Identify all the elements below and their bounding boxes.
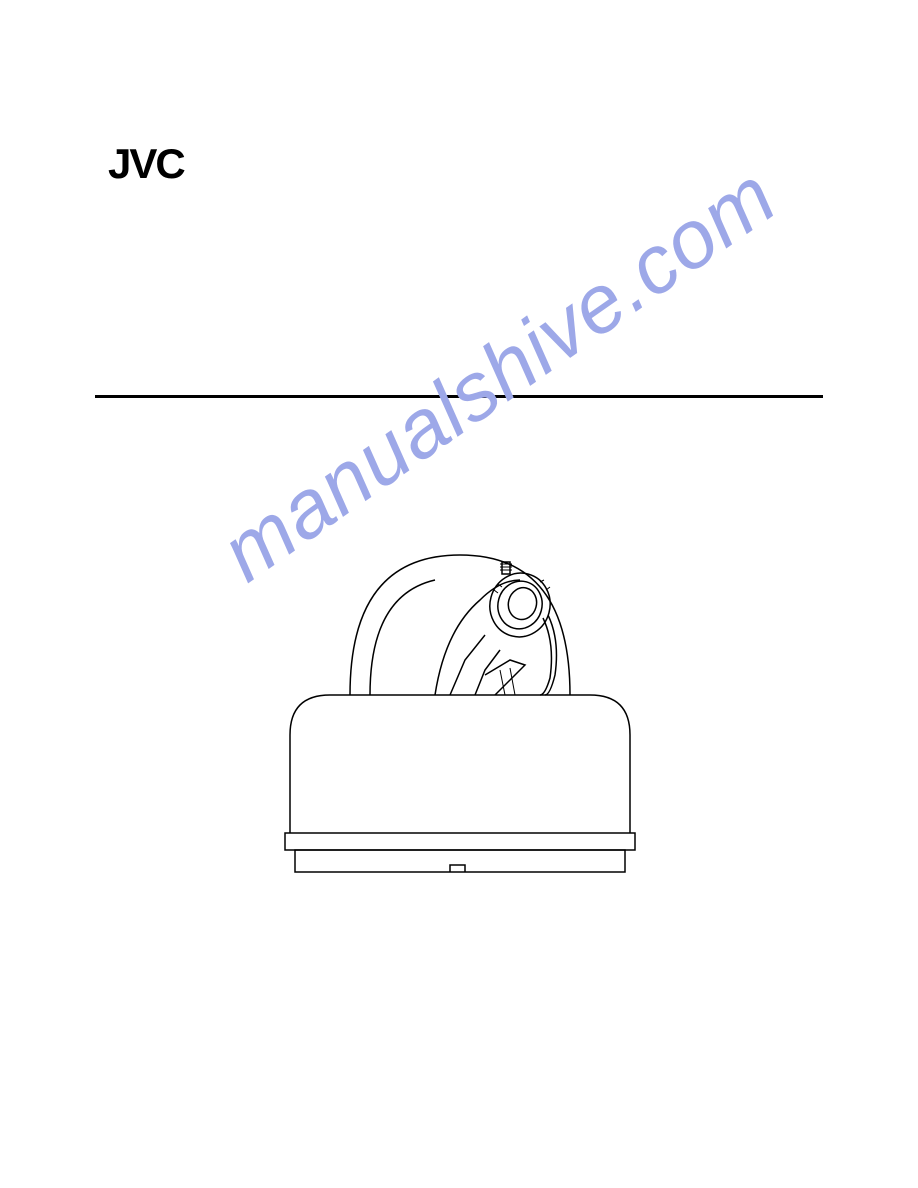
horizontal-divider bbox=[95, 395, 823, 398]
brand-logo: JVC bbox=[108, 140, 184, 188]
camera-diagram bbox=[250, 500, 670, 900]
dome-camera-icon bbox=[250, 500, 670, 900]
